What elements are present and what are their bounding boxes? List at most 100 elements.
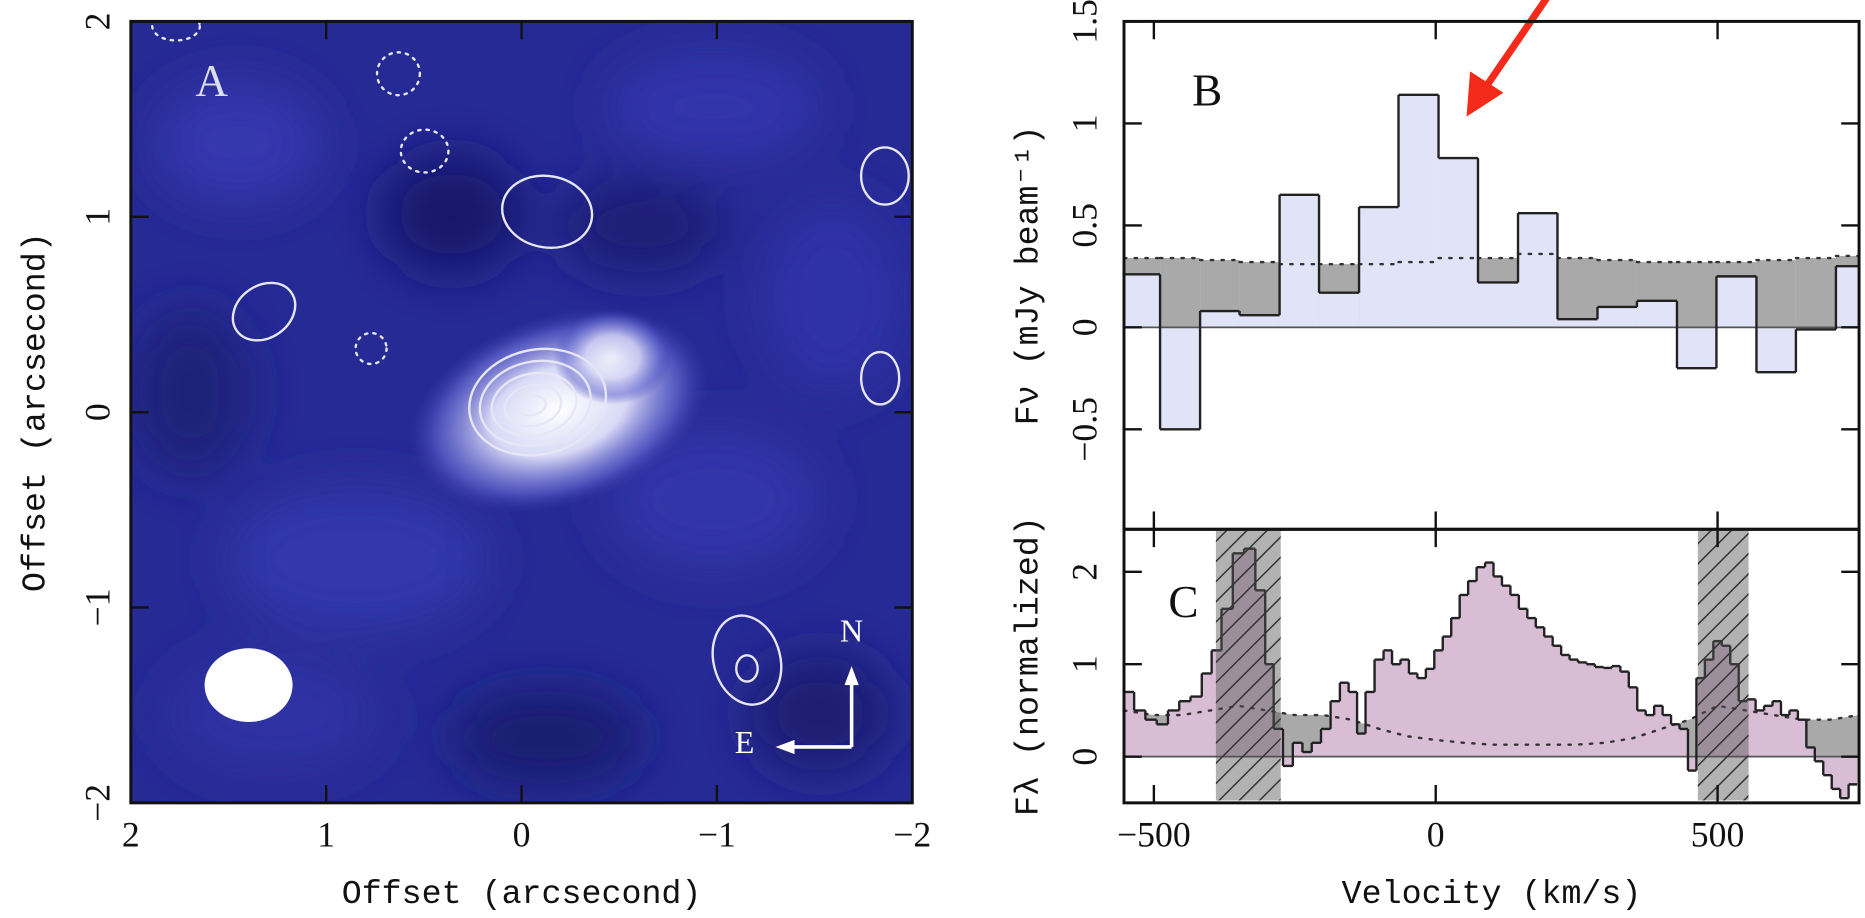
flux-bar (1280, 195, 1319, 328)
flux-bin (1536, 627, 1545, 756)
flux-bin (1561, 655, 1570, 757)
flux-bin (1781, 715, 1790, 757)
step-plot (1124, 95, 1859, 430)
flux-bar (1637, 301, 1677, 328)
flux-bin (1312, 743, 1322, 757)
flux-bar (1160, 327, 1200, 429)
flux-bar (1439, 158, 1478, 327)
flux-bin (1134, 710, 1146, 756)
flux-bin (1671, 724, 1680, 756)
flux-bin (1646, 715, 1655, 757)
noise-bar (1160, 258, 1200, 327)
y-tick-label: 1 (1065, 114, 1105, 132)
panel-label: A (195, 56, 228, 106)
y-tick-label: −2 (77, 784, 117, 822)
flux-bin (1375, 660, 1384, 757)
y-axis-label: Fν (mJy beam⁻¹) (1010, 125, 1048, 425)
flux-bar (1478, 282, 1518, 327)
y-axis-label: Offset (arcsecond) (16, 232, 54, 592)
flux-bin (1493, 576, 1502, 756)
flux-bin (1145, 720, 1157, 757)
flux-bin (1823, 757, 1832, 775)
flux-bin (1527, 618, 1536, 757)
flux-bar (1756, 327, 1795, 372)
flux-bin (1510, 595, 1519, 757)
flux-bar (1240, 315, 1280, 327)
flux-bin (1468, 581, 1477, 757)
compass-north: N (840, 612, 863, 648)
flux-bar (1597, 307, 1636, 327)
flux-bin (1331, 701, 1341, 756)
x-tick-label: 0 (513, 815, 531, 855)
flux-bin (1357, 734, 1366, 757)
flux-bin (1849, 757, 1858, 785)
flux-bin (1443, 637, 1452, 757)
x-tick-label: 500 (1691, 815, 1745, 855)
flux-bin (1570, 660, 1579, 757)
flux-bin (1544, 637, 1553, 757)
masked-region-hatch (1698, 529, 1749, 800)
y-tick-label: 0 (77, 403, 117, 421)
flux-bin (1612, 666, 1621, 757)
flux-bin (1477, 567, 1486, 756)
flux-bin (1578, 662, 1587, 756)
flux-bin (1179, 701, 1191, 756)
y-tick-label: 0.5 (1065, 203, 1105, 248)
flux-bin (1409, 673, 1418, 756)
flux-bar (1557, 319, 1597, 327)
flux-bar (1677, 327, 1716, 368)
x-tick-label: 1 (317, 815, 335, 855)
y-tick-label: −1 (77, 589, 117, 627)
x-tick-label: 0 (1427, 815, 1445, 855)
flux-bar (1359, 207, 1398, 327)
figure: N E 2 1 0 −1 −2 −2 −1 0 1 2 A Offset (arcsecond) Off… (0, 0, 1865, 918)
flux-bin (1400, 660, 1409, 757)
flux-bin (1603, 668, 1612, 757)
flux-bar (1716, 276, 1756, 327)
x-axis-label: Offset (arcsecond) (342, 875, 702, 913)
flux-bin (1417, 678, 1426, 757)
flux-bar (1124, 274, 1160, 327)
flux-bin (1451, 618, 1460, 757)
y-tick-label: 0 (1065, 748, 1105, 766)
compass-east: E (735, 724, 755, 760)
flux-bar (1200, 311, 1239, 327)
flux-bar (1518, 213, 1557, 327)
annotation-arrowhead (1467, 71, 1504, 116)
flux-bar (1399, 95, 1439, 328)
panel-label: B (1192, 66, 1222, 116)
x-tick-label: −2 (893, 815, 931, 855)
flux-bin (1460, 595, 1469, 757)
noise-bar (1756, 260, 1795, 327)
flux-bin (1157, 724, 1169, 756)
flux-bin (1384, 650, 1393, 756)
sky-map (131, 12, 912, 803)
panel-label: C (1168, 577, 1198, 627)
flux-bar (1836, 266, 1859, 327)
y-tick-label: 1 (1065, 655, 1105, 673)
x-tick-label: 2 (122, 815, 140, 855)
masked-region-hatch (1216, 529, 1281, 800)
noise-bar (1557, 258, 1597, 327)
annotation-arrow (1487, 0, 1549, 86)
flux-bin (1191, 697, 1203, 757)
flux-bin (1426, 669, 1435, 757)
flux-bin (1832, 757, 1841, 789)
y-tick-label: −0.5 (1065, 397, 1105, 462)
y-axis-label: Fλ (normalized) (1010, 516, 1048, 816)
flux-bin (1168, 710, 1180, 756)
y-tick-label: 1.5 (1065, 0, 1105, 44)
noise-bar (1796, 258, 1836, 327)
flux-bin (1502, 586, 1511, 757)
flux-bin (1756, 710, 1765, 756)
flux-bar (1319, 293, 1359, 328)
flux-bin (1392, 664, 1401, 756)
flux-bin (1519, 609, 1528, 757)
flux-bin (1321, 729, 1331, 757)
noise-bar (1677, 262, 1716, 327)
flux-bin (1553, 646, 1562, 757)
x-axis-label: Velocity (km/s) (1342, 875, 1642, 913)
x-tick-label: −1 (698, 815, 736, 855)
y-tick-label: 0 (1065, 318, 1105, 336)
y-tick-label: 2 (1065, 563, 1105, 581)
